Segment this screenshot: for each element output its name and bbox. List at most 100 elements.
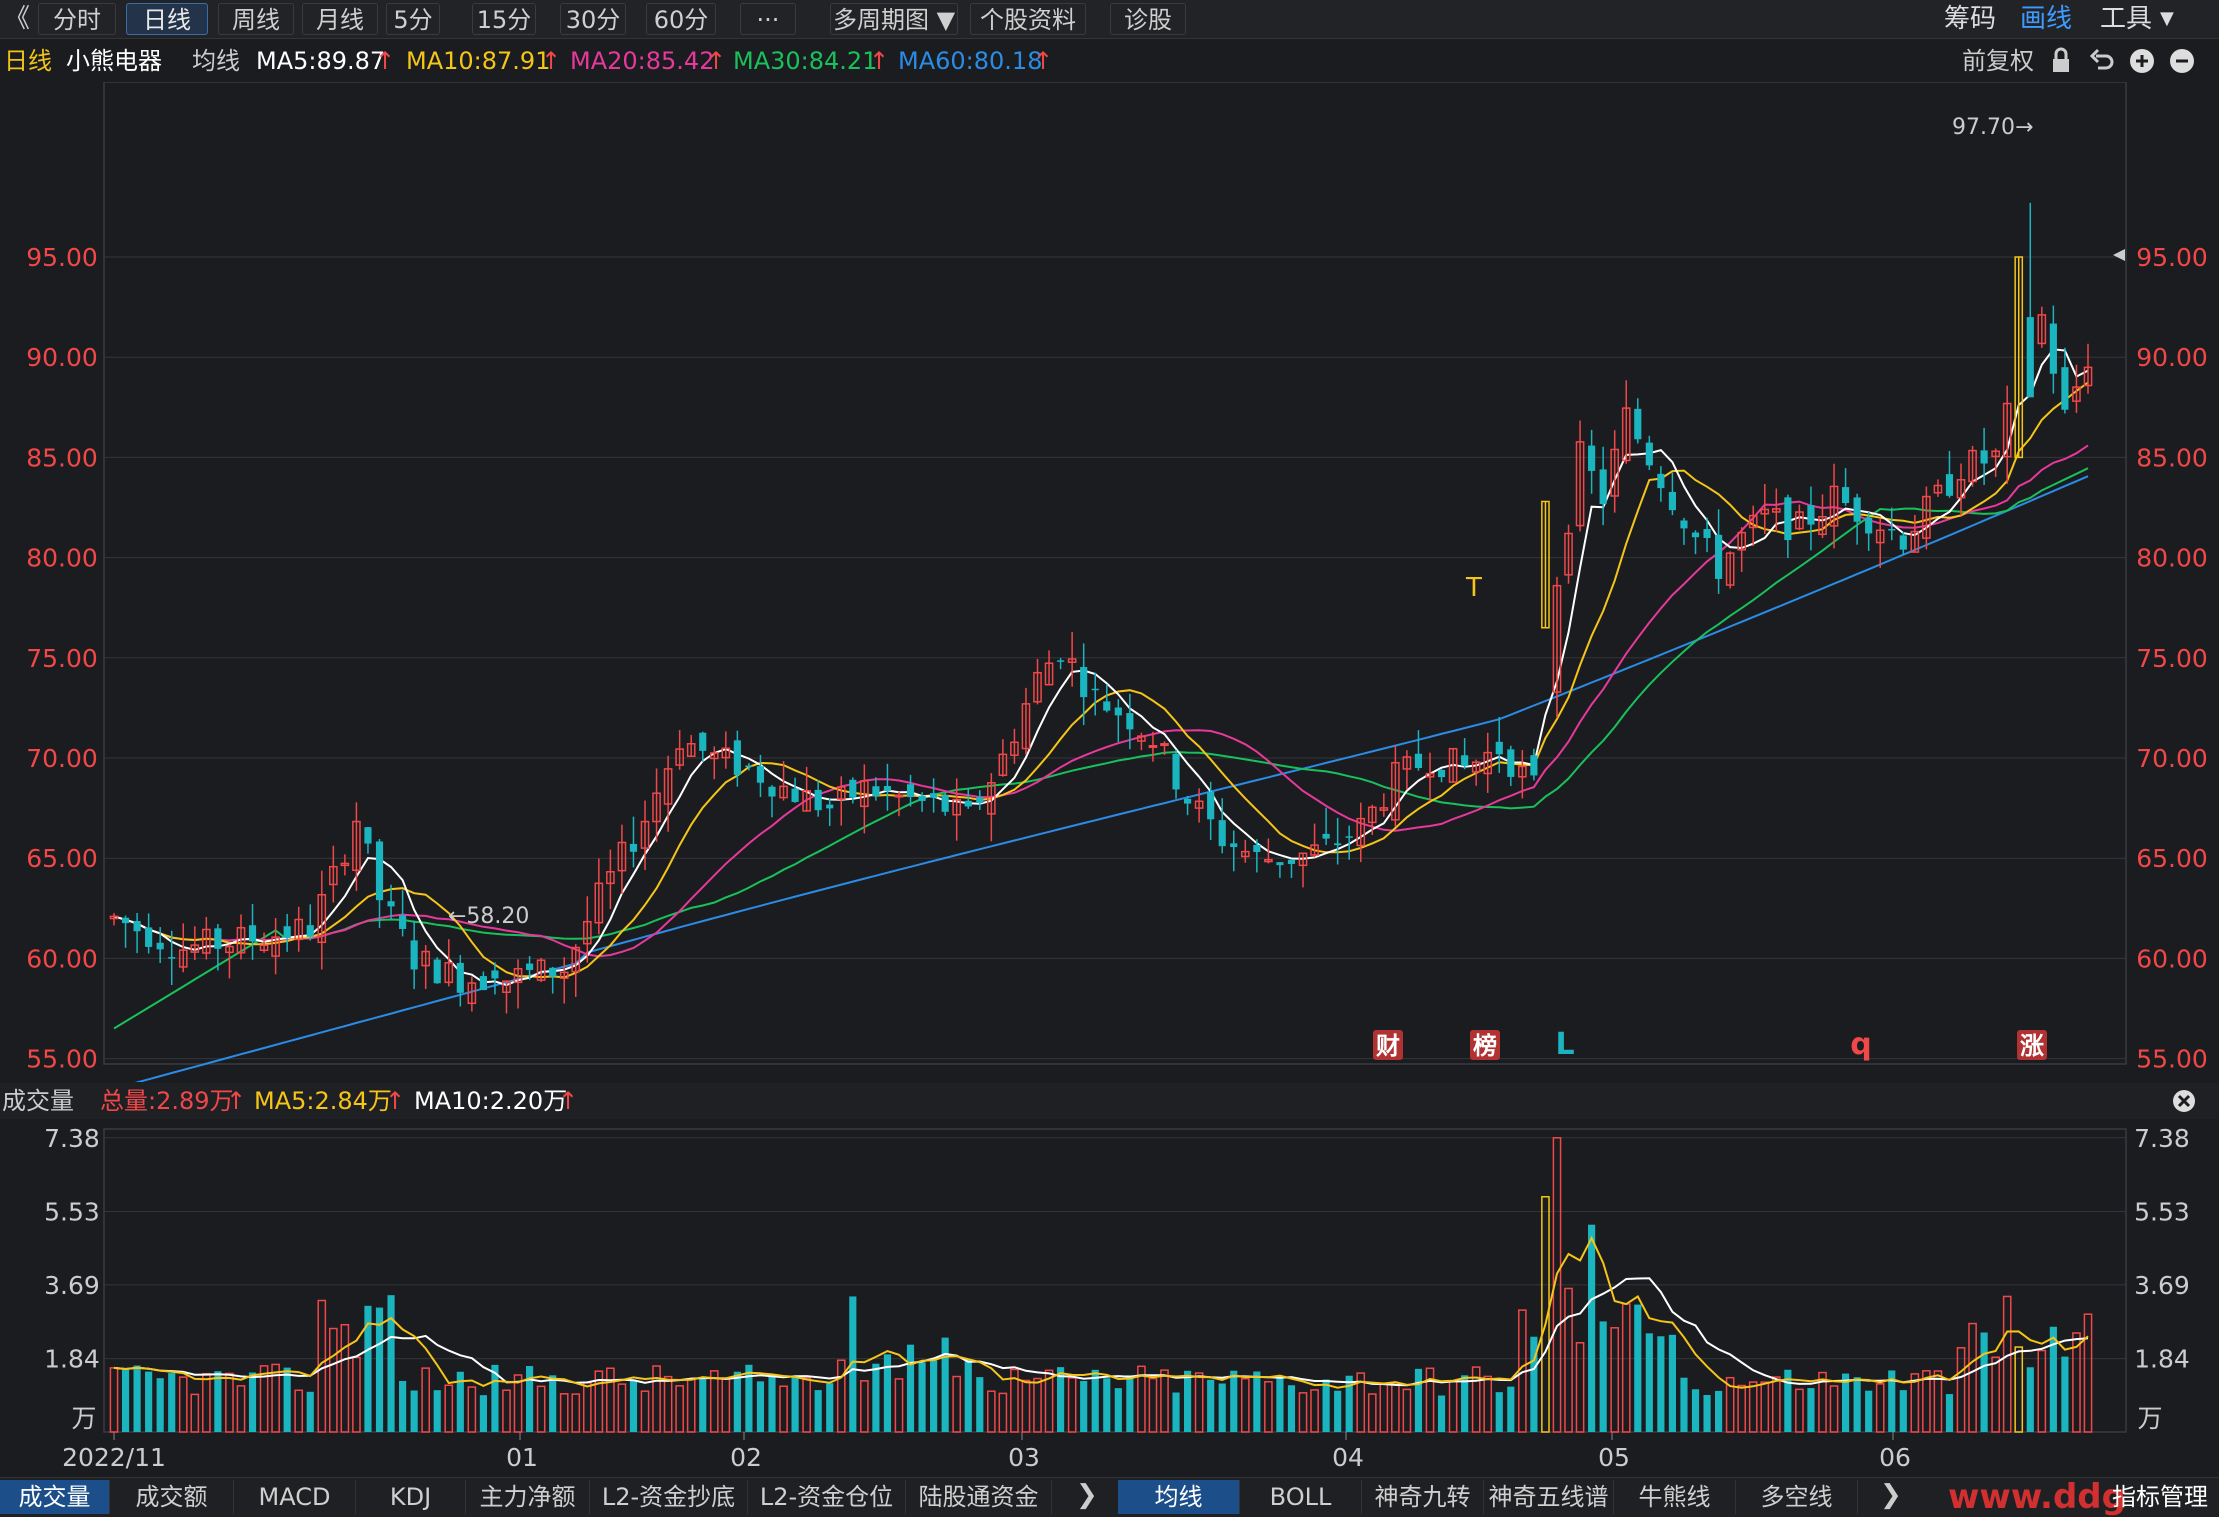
overlay-tab-4[interactable]: 牛熊线 (1614, 1480, 1736, 1514)
volume-bar (2002, 1295, 2012, 1433)
indicator-tab-7[interactable]: 陆股通资金 (906, 1480, 1052, 1514)
indicator-tab-0[interactable]: 成交量 (0, 1480, 110, 1514)
tab-8[interactable]: ··· (740, 3, 796, 35)
zoom-in-icon[interactable] (2128, 40, 2156, 95)
undo-icon[interactable] (2088, 40, 2116, 95)
adjust-label[interactable]: 前复权 (1962, 47, 2034, 75)
candle-body (1865, 517, 1873, 534)
volume-bar (2061, 1356, 2069, 1432)
candle-body (1771, 508, 1781, 513)
indicator-tab-5[interactable]: L2-资金抄底 (590, 1480, 748, 1514)
volume-bar (1483, 1375, 1493, 1433)
price-tick-left: 95.00 (26, 243, 98, 272)
price-tick-left: 90.00 (26, 343, 98, 372)
chevron-right-icon[interactable]: ❯ (1076, 1480, 1098, 1510)
candle-body (733, 740, 741, 775)
volume-bar (594, 1370, 604, 1433)
overlay-tab-2[interactable]: 神奇九转 (1362, 1480, 1484, 1514)
ma20-arrow: ↑ (706, 47, 727, 75)
stock-name[interactable]: 小熊电器 (66, 47, 162, 75)
tools-button[interactable]: 工具 (2100, 4, 2153, 34)
candle-body (178, 949, 188, 968)
ma-label[interactable]: 均线 (192, 47, 240, 75)
close-volume-icon[interactable] (2170, 1083, 2198, 1129)
tab-7[interactable]: 60分 (646, 3, 716, 35)
volume-bar (294, 1389, 304, 1433)
volume-ma5: MA5:2.84万 (254, 1087, 392, 1115)
volume-bar (1865, 1390, 1873, 1432)
tab-6[interactable]: 30分 (560, 3, 626, 35)
candle-body (1230, 843, 1238, 848)
candle-body (410, 940, 418, 970)
candle-body (2049, 323, 2057, 374)
volume-bar (1356, 1372, 1366, 1433)
chevron-right-icon-2[interactable]: ❯ (1880, 1480, 1902, 1510)
volume-bar (1264, 1380, 1273, 1433)
tab-10[interactable]: 个股资料 (970, 3, 1086, 35)
zoom-out-icon[interactable] (2168, 40, 2196, 95)
volume-chart[interactable]: 7.38 7.38 5.53 5.53 3.69 3.69 1.84 1.84 万 万 2022/1… (0, 1119, 2219, 1477)
candle-body (686, 743, 696, 758)
volume-bar (1795, 1388, 1804, 1433)
volume-bar (1172, 1392, 1180, 1432)
tab-3[interactable]: 月线 (302, 3, 378, 35)
candle-body (1287, 859, 1296, 864)
candle-body (709, 752, 719, 760)
volume-bar (1541, 1196, 1550, 1433)
volume-bar (1725, 1376, 1735, 1433)
price-tick-right: 55.00 (2136, 1045, 2208, 1074)
candle-body (1818, 515, 1827, 536)
volume-bar (860, 1380, 869, 1433)
candle-body (1264, 858, 1273, 863)
period-label: 日线 (4, 47, 52, 75)
chips-button[interactable]: 筹码 (1944, 4, 1997, 34)
candle-body (1334, 843, 1342, 846)
volume-bar (1207, 1379, 1215, 1432)
candle-body (1356, 817, 1366, 847)
candle-body (1518, 765, 1527, 778)
indicator-tab-3[interactable]: KDJ (356, 1480, 466, 1514)
tab-11[interactable]: 诊股 (1110, 3, 1186, 35)
volume-bar (1057, 1367, 1065, 1432)
volume-ma10-line (113, 1277, 2089, 1387)
event-marker: q (1850, 1027, 1871, 1062)
back-button[interactable]: 《 (4, 4, 31, 34)
indicator-tab-6[interactable]: L2-资金仓位 (748, 1480, 906, 1514)
indicator-tab-2[interactable]: MACD (234, 1480, 356, 1514)
volume-bar (444, 1384, 454, 1433)
draw-button[interactable]: 画线 (2020, 4, 2073, 34)
tab-2[interactable]: 周线 (218, 3, 294, 35)
tab-5[interactable]: 15分 (472, 3, 536, 35)
volume-bar (1771, 1376, 1781, 1433)
candle-body (779, 785, 788, 799)
tab-4[interactable]: 5分 (386, 3, 440, 35)
volume-bar (375, 1307, 384, 1432)
overlay-tab-3[interactable]: 神奇五线谱 (1484, 1480, 1614, 1514)
overlay-tab-5[interactable]: 多空线 (1736, 1480, 1858, 1514)
indicator-tab-1[interactable]: 成交额 (110, 1480, 234, 1514)
indicator-manage-button[interactable]: 指标管理 (2112, 1483, 2208, 1511)
overlay-tab-1[interactable]: BOLL (1240, 1480, 1362, 1514)
tab-1[interactable]: 日线 (126, 3, 208, 35)
price-tick-left: 65.00 (26, 844, 98, 873)
lock-icon[interactable] (2048, 40, 2074, 95)
candlestick-chart[interactable]: 55.00 55.00 60.00 60.00 65.00 65.00 70.00 70.00… (0, 82, 2219, 1082)
volume-bar (952, 1375, 962, 1433)
volume-bar (1657, 1336, 1665, 1432)
t-marker: T (1465, 573, 1482, 603)
volume-bar (1933, 1370, 1943, 1433)
volume-bar (1184, 1370, 1192, 1432)
candle-body (1148, 745, 1158, 749)
candle-body (559, 971, 569, 979)
tab-0[interactable]: 分时 (38, 3, 116, 35)
volume-bar (1668, 1334, 1676, 1432)
volume-bar (1922, 1370, 1931, 1433)
overlay-tab-0[interactable]: 均线 (1118, 1480, 1240, 1514)
volume-bar (791, 1375, 799, 1432)
volume-tick-right: 5.53 (2134, 1198, 2190, 1227)
indicator-tab-4[interactable]: 主力净额 (466, 1480, 590, 1514)
candle-body (791, 788, 799, 802)
tab-9[interactable]: 多周期图 ▼ (830, 3, 958, 35)
x-tick-label: 03 (1008, 1443, 1040, 1472)
tools-dropdown-icon[interactable]: ▼ (2160, 8, 2174, 29)
